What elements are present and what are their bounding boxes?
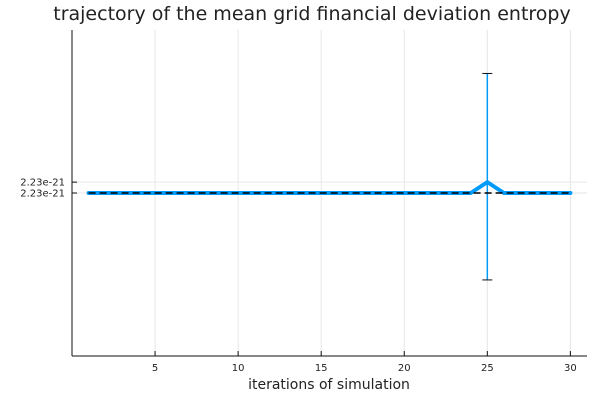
- x-axis-label: iterations of simulation: [248, 377, 410, 393]
- y-axis-ticks: 2.23e-212.23e-21: [20, 178, 77, 200]
- x-tick-label: 30: [564, 363, 577, 374]
- x-tick-label: 20: [398, 363, 411, 374]
- x-tick-label: 5: [152, 363, 158, 374]
- error-bar: [482, 72, 493, 281]
- x-tick-label: 25: [481, 363, 494, 374]
- series-line: [86, 180, 573, 195]
- x-axis-ticks: 5 10 15 20 25 30: [152, 351, 577, 374]
- y-tick-label: 2.23e-21: [20, 189, 65, 200]
- y-tick-label: 2.23e-21: [20, 178, 65, 189]
- x-tick-label: 10: [232, 363, 245, 374]
- chart-title: trajectory of the mean grid financial de…: [53, 3, 570, 25]
- x-tick-label: 15: [315, 363, 328, 374]
- plot-area: [86, 72, 573, 281]
